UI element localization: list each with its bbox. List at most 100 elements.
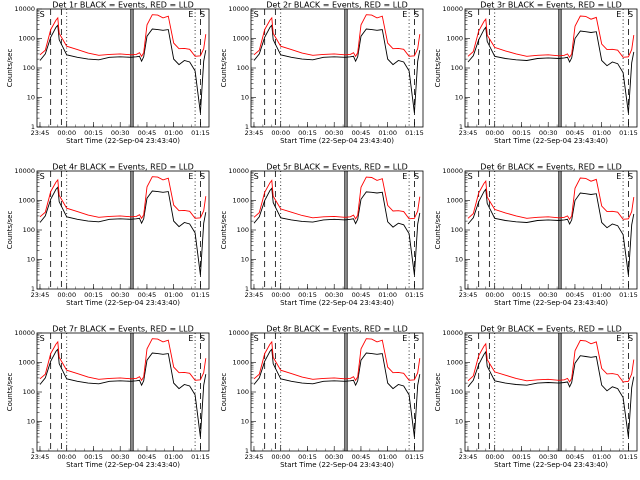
y-tick-label: 100 (451, 388, 463, 396)
y-tick-label: 1000 (446, 35, 463, 43)
x-tick-label: 23:45 (459, 453, 478, 461)
y-tick-label: 1000 (18, 359, 35, 367)
panel-title: Det 6r BLACK = Events, RED = LLD (480, 163, 622, 172)
panel-det-2: Det 2r BLACK = Events, RED = LLD 1 10 100 10… (220, 1, 424, 146)
x-tick-label: 00:30 (325, 453, 344, 461)
x-tick-label: 00:30 (539, 291, 558, 299)
x-tick-label: 00:00 (57, 291, 76, 299)
y-tick-label: 10 (241, 418, 249, 426)
y-tick-label: 1 (245, 447, 249, 455)
y-tick-label: 1000 (446, 359, 463, 367)
x-tick-label: 00:15 (512, 291, 531, 299)
x-tick-label: 01:00 (592, 291, 611, 299)
x-tick-label: 01:15 (405, 291, 424, 299)
y-tick-label: 1 (459, 447, 463, 455)
y-tick-label: 10000 (14, 5, 35, 13)
marker-label: S (414, 172, 419, 181)
marker-label: S (628, 172, 633, 181)
x-tick-label: 01:15 (191, 453, 210, 461)
marker-label: E (402, 334, 407, 343)
y-tick-label: 100 (23, 388, 35, 396)
x-axis-label: Start Time (22-Sep-04 23:43:40) (66, 299, 180, 307)
x-tick-label: 00:45 (566, 129, 585, 137)
y-tick-label: 1000 (18, 35, 35, 43)
x-tick-label: 00:15 (298, 129, 317, 137)
series-line-lld (39, 14, 207, 58)
y-axis-label: Counts/sec (434, 373, 442, 412)
x-tick-label: 01:15 (191, 129, 210, 137)
marker-label: S (414, 334, 419, 343)
series-line-lld (39, 176, 207, 220)
y-tick-label: 10000 (228, 5, 249, 13)
panel-det-9: Det 9r BLACK = Events, RED = LLD 1 10 100 10… (434, 325, 638, 470)
panel-det-4: Det 4r BLACK = Events, RED = LLD 1 10 100 10… (6, 163, 210, 308)
y-tick-label: 10 (455, 256, 463, 264)
y-tick-label: 1000 (232, 35, 249, 43)
marker-label: S (468, 334, 473, 343)
x-axis-label: Start Time (22-Sep-04 23:43:40) (280, 137, 394, 145)
y-tick-label: 1000 (446, 197, 463, 205)
x-tick-label: 00:30 (539, 453, 558, 461)
y-axis-label: Counts/sec (220, 211, 228, 250)
series-line-lld (253, 338, 421, 382)
x-axis-label: Start Time (22-Sep-04 23:43:40) (280, 299, 394, 307)
x-tick-label: 00:30 (539, 129, 558, 137)
x-tick-label: 00:00 (485, 129, 504, 137)
y-tick-label: 10 (455, 418, 463, 426)
y-tick-label: 100 (237, 64, 249, 72)
marker-label: E (188, 172, 193, 181)
marker-label: S (254, 334, 259, 343)
marker-label: E (402, 172, 407, 181)
x-tick-label: 01:15 (405, 129, 424, 137)
y-axis-label: Counts/sec (6, 211, 14, 250)
series-line-events (39, 186, 207, 275)
x-tick-label: 01:00 (164, 129, 183, 137)
y-tick-label: 1 (245, 123, 249, 131)
x-tick-label: 01:00 (592, 453, 611, 461)
y-tick-label: 10000 (14, 329, 35, 337)
y-tick-label: 10 (241, 94, 249, 102)
x-tick-label: 00:45 (352, 291, 371, 299)
marker-label: S (200, 172, 205, 181)
x-tick-label: 23:45 (245, 453, 264, 461)
marker-label: E (188, 10, 193, 19)
x-axis-label: Start Time (22-Sep-04 23:43:40) (66, 461, 180, 469)
marker-label: S (414, 10, 419, 19)
plot-frame (250, 170, 424, 290)
x-tick-label: 00:45 (138, 129, 157, 137)
y-tick-label: 10000 (442, 167, 463, 175)
y-axis-label: Counts/sec (434, 49, 442, 88)
plot-frame (464, 170, 638, 290)
y-axis-label: Counts/sec (220, 49, 228, 88)
panel-title: Det 4r BLACK = Events, RED = LLD (52, 163, 194, 172)
x-tick-label: 00:45 (138, 453, 157, 461)
panel-det-5: Det 5r BLACK = Events, RED = LLD 1 10 100 10… (220, 163, 424, 308)
x-tick-label: 01:15 (405, 453, 424, 461)
panel-title: Det 5r BLACK = Events, RED = LLD (266, 163, 408, 172)
x-tick-label: 01:00 (164, 291, 183, 299)
marker-label: S (254, 10, 259, 19)
x-axis-label: Start Time (22-Sep-04 23:43:40) (280, 461, 394, 469)
marker-label: S (40, 172, 45, 181)
panel-title: Det 7r BLACK = Events, RED = LLD (52, 325, 194, 334)
y-tick-label: 100 (23, 226, 35, 234)
x-tick-label: 00:30 (111, 453, 130, 461)
marker-label: S (40, 10, 45, 19)
x-tick-label: 00:45 (566, 291, 585, 299)
x-tick-label: 00:45 (566, 453, 585, 461)
marker-label: E (616, 10, 621, 19)
x-axis-label: Start Time (22-Sep-04 23:43:40) (494, 137, 608, 145)
y-tick-label: 1000 (232, 197, 249, 205)
y-tick-label: 10 (455, 94, 463, 102)
y-axis-label: Counts/sec (6, 373, 14, 412)
x-tick-label: 00:45 (138, 291, 157, 299)
series-line-events (253, 348, 421, 437)
panel-det-3: Det 3r BLACK = Events, RED = LLD 1 10 100 10… (434, 1, 638, 146)
x-tick-label: 01:15 (619, 291, 638, 299)
panel-title: Det 2r BLACK = Events, RED = LLD (266, 1, 408, 10)
series-line-lld (253, 14, 421, 58)
y-tick-label: 1000 (18, 197, 35, 205)
x-tick-label: 23:45 (245, 129, 264, 137)
series-line-lld (253, 176, 421, 220)
